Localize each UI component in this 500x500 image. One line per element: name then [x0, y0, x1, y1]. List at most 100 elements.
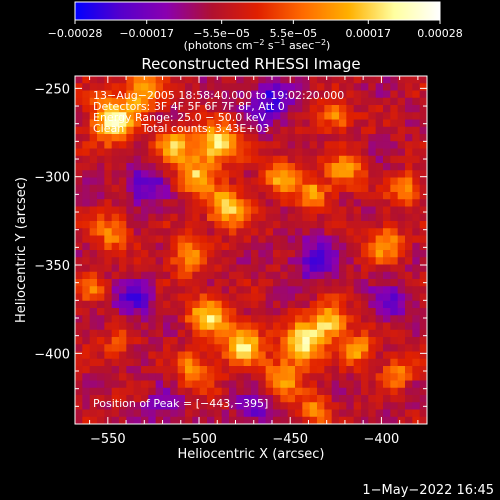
heatmap-cell	[375, 402, 384, 410]
heatmap-cell	[185, 373, 193, 381]
heatmap-cell	[361, 279, 369, 287]
heatmap-cell	[419, 90, 428, 99]
heatmap-cell	[89, 199, 98, 207]
heatmap-cell	[412, 315, 421, 323]
heatmap-cell	[317, 380, 325, 389]
heatmap-cell	[89, 344, 98, 352]
heatmap-cell	[324, 192, 333, 200]
heatmap-cell	[390, 112, 399, 120]
heatmap-cell	[419, 170, 428, 178]
heatmap-cell	[273, 416, 281, 425]
heatmap-cell	[353, 83, 362, 91]
heatmap-cell	[104, 300, 113, 309]
heatmap-cell	[192, 250, 201, 258]
heatmap-cell	[155, 366, 164, 374]
heatmap-cell	[412, 293, 421, 302]
heatmap-cell	[236, 141, 245, 149]
heatmap-cell	[397, 97, 406, 106]
heatmap-cell	[302, 170, 311, 178]
heatmap-cell	[390, 315, 399, 323]
heatmap-cell	[258, 315, 267, 323]
heatmap-cell	[419, 380, 428, 389]
heatmap-cell	[119, 279, 127, 287]
heatmap-cell	[148, 76, 157, 84]
heatmap-cell	[97, 409, 105, 418]
heatmap-cell	[111, 163, 120, 171]
heatmap-cell	[309, 402, 318, 410]
heatmap-cell	[236, 286, 245, 294]
heatmap-cell	[309, 155, 318, 164]
heatmap-cell	[133, 257, 142, 265]
heatmap-cell	[207, 315, 215, 323]
heatmap-cell	[368, 279, 377, 287]
heatmap-cell	[412, 300, 421, 309]
heatmap-cell	[419, 373, 428, 381]
heatmap-cell	[104, 409, 113, 418]
heatmap-cell	[75, 206, 83, 215]
heatmap-cell	[287, 242, 296, 251]
heatmap-cell	[229, 366, 237, 374]
heatmap-cell	[397, 308, 406, 316]
heatmap-cell	[412, 163, 421, 171]
heatmap-cell	[221, 380, 230, 389]
heatmap-cell	[75, 83, 83, 91]
heatmap-cell	[361, 366, 369, 374]
heatmap-cell	[236, 192, 245, 200]
heatmap-cell	[251, 315, 259, 323]
heatmap-cell	[126, 134, 135, 142]
heatmap-cell	[368, 344, 377, 352]
heatmap-cell	[148, 416, 157, 425]
heatmap-cell	[229, 163, 237, 171]
heatmap-cell	[273, 228, 281, 236]
heatmap-cell	[75, 90, 83, 99]
heatmap-cell	[287, 337, 296, 345]
heatmap-cell	[185, 351, 193, 360]
heatmap-cell	[317, 242, 325, 251]
heatmap-cell	[287, 373, 296, 381]
heatmap-cell	[412, 337, 421, 345]
heatmap-cell	[295, 213, 303, 222]
heatmap-cell	[361, 83, 369, 91]
heatmap-cell	[375, 112, 384, 120]
heatmap-cell	[155, 322, 164, 331]
heatmap-cell	[170, 395, 179, 403]
heatmap-cell	[141, 308, 149, 316]
heatmap-cell	[119, 293, 127, 302]
heatmap-cell	[353, 221, 362, 229]
heatmap-cell	[163, 83, 171, 91]
heatmap-cell	[287, 271, 296, 280]
heatmap-cell	[148, 126, 157, 135]
heatmap-cell	[148, 221, 157, 229]
heatmap-cell	[397, 90, 406, 99]
heatmap-cell	[104, 119, 113, 128]
heatmap-cell	[155, 358, 164, 367]
heatmap-cell	[141, 221, 149, 229]
heatmap-cell	[251, 235, 259, 244]
heatmap-cell	[346, 395, 355, 403]
heatmap-cell	[163, 293, 171, 302]
heatmap-cell	[273, 213, 281, 222]
heatmap-cell	[309, 221, 318, 229]
heatmap-cell	[199, 177, 208, 186]
heatmap-cell	[346, 358, 355, 367]
heatmap-cell	[104, 105, 113, 113]
heatmap-cell	[405, 402, 413, 410]
heatmap-cell	[185, 293, 193, 302]
y-tick-label: −350	[34, 259, 70, 274]
heatmap-cell	[397, 126, 406, 135]
heatmap-cell	[126, 119, 135, 128]
heatmap-cell	[375, 337, 384, 345]
heatmap-cell	[251, 286, 259, 294]
heatmap-cell	[75, 170, 83, 178]
heatmap-cell	[368, 351, 377, 360]
heatmap-cell	[361, 264, 369, 273]
heatmap-cell	[89, 141, 98, 149]
heatmap-cell	[119, 308, 127, 316]
heatmap-cell	[148, 329, 157, 338]
heatmap-cell	[163, 235, 171, 244]
heatmap-cell	[155, 257, 164, 265]
heatmap-cell	[412, 206, 421, 215]
heatmap-cell	[75, 300, 83, 309]
heatmap-cell	[258, 337, 267, 345]
heatmap-cell	[192, 76, 201, 84]
